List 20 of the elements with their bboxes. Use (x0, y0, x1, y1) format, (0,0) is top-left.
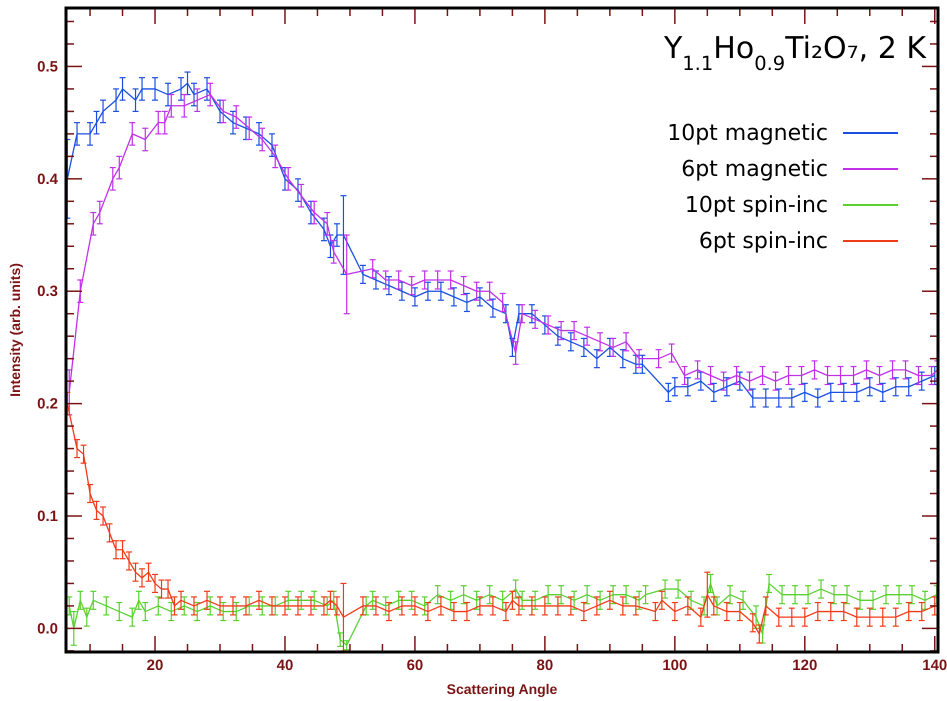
legend-label: 6pt spin-inc (698, 229, 828, 254)
y-tick-label: 0.1 (37, 508, 58, 526)
x-tick-label: 40 (276, 657, 294, 674)
x-tick-label: 140 (922, 657, 947, 674)
legend-label: 10pt spin-inc (684, 193, 828, 218)
y-tick-label: 0.0 (37, 620, 58, 638)
text: Y$_{1.1}$Ho$_{0.9}$Ti₂O₇, 2 K (662, 31, 928, 74)
y-tick-label: 0.5 (37, 58, 58, 76)
x-tick-label: 120 (792, 657, 818, 674)
y-axis-title: Intensity (arb. units) (7, 263, 23, 397)
legend-label: 10pt magnetic (667, 121, 828, 146)
y-tick-label: 0.2 (37, 396, 58, 413)
x-axis-title: Scattering Angle (446, 681, 558, 697)
y-tick-label: 0.4 (37, 170, 59, 188)
x-tick-label: 80 (536, 657, 554, 674)
y-tick-label: 0.3 (37, 283, 58, 300)
x-tick-label: 20 (146, 657, 164, 674)
x-tick-label: 60 (406, 657, 424, 674)
x-tick-label: 100 (662, 657, 688, 674)
legend-label: 6pt magnetic (681, 157, 828, 182)
